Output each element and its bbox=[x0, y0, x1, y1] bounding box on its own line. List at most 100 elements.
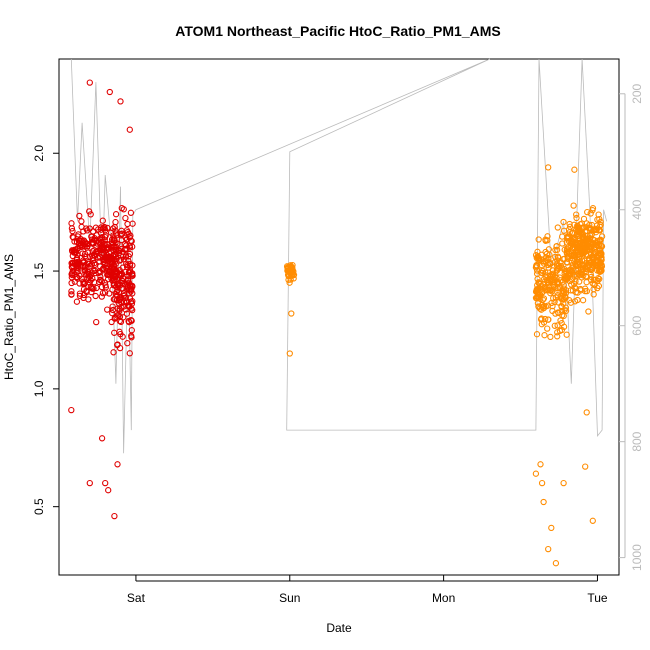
data-point bbox=[93, 318, 100, 326]
data-point bbox=[535, 236, 542, 243]
data-point bbox=[123, 310, 131, 317]
data-point bbox=[98, 245, 105, 252]
data-point bbox=[89, 275, 96, 282]
data-point bbox=[543, 254, 550, 261]
data-point bbox=[547, 290, 554, 297]
data-point bbox=[102, 232, 109, 239]
data-point bbox=[78, 275, 85, 282]
data-point bbox=[73, 298, 81, 305]
data-point bbox=[593, 226, 600, 233]
data-point bbox=[583, 224, 590, 231]
data-point bbox=[540, 275, 548, 283]
data-point bbox=[114, 461, 121, 468]
data-point bbox=[539, 303, 546, 311]
data-point bbox=[534, 275, 541, 283]
data-point bbox=[545, 316, 552, 323]
data-point bbox=[577, 285, 584, 293]
data-point bbox=[548, 524, 555, 532]
data-point bbox=[575, 258, 582, 266]
y-axis: 0.5 1.0 1.5 2.0 bbox=[32, 145, 59, 515]
data-point bbox=[123, 236, 130, 243]
y-tick-label: 1.0 bbox=[32, 380, 46, 397]
data-point bbox=[68, 291, 75, 298]
data-point bbox=[127, 298, 135, 305]
data-point bbox=[110, 280, 117, 287]
data-point bbox=[565, 268, 572, 275]
data-point bbox=[579, 242, 587, 249]
data-point bbox=[533, 331, 541, 338]
data-point bbox=[71, 259, 79, 267]
y2-tick-label: 200 bbox=[630, 83, 644, 103]
data-point bbox=[81, 250, 89, 258]
data-point bbox=[553, 246, 561, 254]
y2-tick-label: 800 bbox=[630, 431, 644, 451]
data-point bbox=[587, 240, 594, 248]
data-point bbox=[70, 247, 77, 254]
data-point bbox=[285, 263, 292, 271]
y2-tick-label: 600 bbox=[630, 315, 644, 335]
data-point bbox=[567, 242, 574, 250]
data-point bbox=[563, 247, 571, 254]
data-point bbox=[87, 211, 94, 218]
data-point bbox=[542, 237, 549, 244]
data-point bbox=[572, 253, 579, 261]
data-point bbox=[568, 269, 575, 276]
data-point bbox=[104, 224, 111, 232]
data-point bbox=[89, 285, 96, 292]
data-point bbox=[587, 265, 594, 273]
data-point bbox=[110, 247, 117, 254]
data-point bbox=[571, 221, 578, 228]
data-point bbox=[101, 279, 109, 286]
data-point bbox=[592, 243, 599, 251]
data-point bbox=[119, 248, 126, 255]
data-point bbox=[534, 248, 541, 255]
data-point bbox=[537, 316, 545, 323]
data-point bbox=[540, 498, 547, 506]
data-point bbox=[103, 265, 110, 272]
data-point bbox=[584, 208, 591, 216]
data-point bbox=[540, 258, 547, 265]
data-point bbox=[68, 279, 75, 287]
data-point bbox=[541, 284, 548, 291]
data-point bbox=[582, 463, 589, 470]
data-point bbox=[537, 280, 544, 288]
data-point bbox=[109, 303, 116, 310]
y-tick-label: 2.0 bbox=[32, 145, 46, 162]
chart-title: ATOM1 Northeast_Pacific HtoC_Ratio_PM1_A… bbox=[175, 23, 500, 39]
data-point bbox=[78, 218, 85, 225]
data-point bbox=[581, 257, 589, 264]
data-point bbox=[93, 248, 100, 255]
data-point bbox=[596, 227, 604, 234]
data-point bbox=[110, 349, 117, 356]
data-point bbox=[116, 317, 123, 325]
x-tick-label: Sun bbox=[279, 591, 300, 605]
data-point bbox=[129, 272, 136, 279]
data-point bbox=[126, 242, 133, 250]
data-point bbox=[589, 205, 597, 212]
data-point bbox=[573, 211, 580, 218]
data-point bbox=[544, 302, 552, 309]
data-point bbox=[110, 271, 118, 279]
data-point bbox=[125, 276, 132, 283]
x-axis: Sat Sun Mon Tue bbox=[127, 575, 608, 605]
data-point bbox=[77, 241, 85, 249]
data-point bbox=[545, 164, 552, 171]
data-point bbox=[596, 242, 603, 250]
data-point bbox=[126, 260, 134, 268]
data-point bbox=[588, 242, 595, 249]
data-point bbox=[585, 308, 592, 315]
data-point bbox=[572, 278, 579, 285]
data-point bbox=[126, 350, 133, 357]
x-tick-label: Tue bbox=[587, 591, 608, 605]
data-point bbox=[111, 512, 118, 520]
data-point bbox=[125, 230, 132, 237]
data-point bbox=[581, 245, 588, 253]
data-point bbox=[116, 307, 123, 314]
data-point bbox=[124, 286, 131, 293]
data-point bbox=[589, 517, 596, 524]
data-point bbox=[101, 289, 109, 296]
data-point bbox=[565, 252, 573, 259]
data-point bbox=[109, 254, 116, 262]
data-point bbox=[541, 332, 548, 339]
data-point bbox=[112, 218, 119, 226]
